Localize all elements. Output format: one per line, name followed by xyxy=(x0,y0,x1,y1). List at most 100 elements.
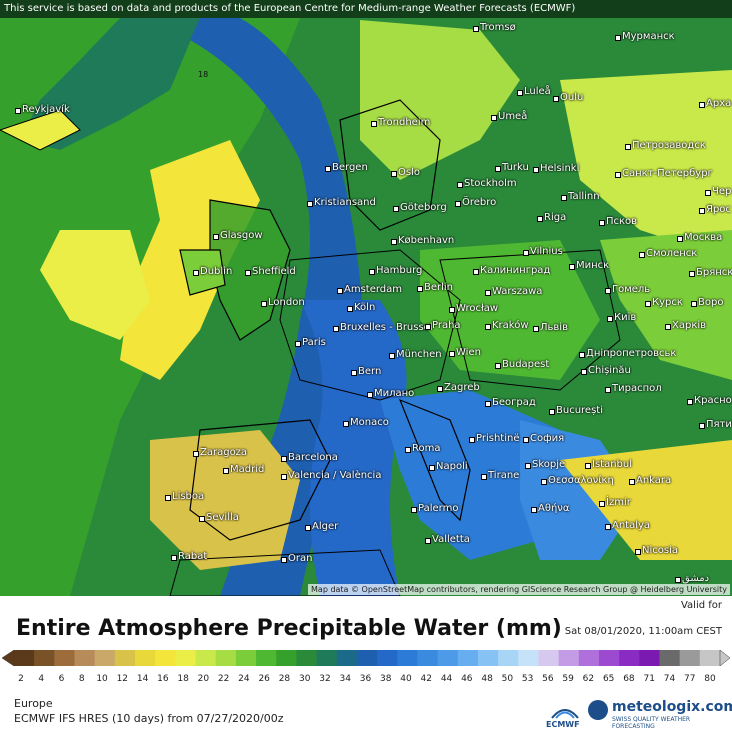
city-label: Дніпропетровськ xyxy=(578,348,677,359)
city-label: Prishtinë xyxy=(468,433,520,444)
city-label: Bruxelles - Brussel xyxy=(333,322,433,333)
city-label: Palermo xyxy=(410,503,459,514)
city-label: Köln xyxy=(346,302,376,313)
city-label: Милано xyxy=(366,388,415,399)
city-label: Гомель xyxy=(604,284,651,295)
city-label: Skopje xyxy=(524,459,566,470)
scale-tick-label: 4 xyxy=(38,674,45,684)
city-label: Berlin xyxy=(416,282,454,293)
city-label: Тираспол xyxy=(605,383,662,394)
scale-tick-label: 62 xyxy=(582,674,595,684)
scale-tick-label: 12 xyxy=(116,674,129,684)
city-label: Reykjavík xyxy=(15,104,70,115)
scale-swatch xyxy=(377,650,398,666)
scale-swatch xyxy=(518,650,539,666)
ecmwf-logo-icon xyxy=(551,709,579,719)
scale-swatch xyxy=(679,650,701,666)
scale-tick-label: 34 xyxy=(339,674,351,684)
city-label: Paris xyxy=(295,337,326,348)
city-label: Санкт-Петербург xyxy=(615,168,713,179)
scale-swatch xyxy=(457,650,479,666)
city-label: Amsterdam xyxy=(336,284,403,295)
city-label: Красно xyxy=(687,395,732,406)
scale-tick-label: 10 xyxy=(96,674,108,684)
scale-tick-label: 68 xyxy=(623,674,635,684)
ecmwf-logo-text: ECMWF xyxy=(546,720,580,729)
city-label: İzmir xyxy=(599,497,631,508)
scale-tick-label: 53 xyxy=(521,674,534,684)
scale-swatch xyxy=(235,650,257,666)
city-label: Helsinki xyxy=(532,163,580,174)
scale-tick-label: 48 xyxy=(481,674,493,684)
scale-tick-label: 56 xyxy=(542,674,554,684)
scale-swatch xyxy=(296,650,318,666)
region-label: Europe xyxy=(14,697,53,710)
city-label: Минск xyxy=(568,260,610,271)
city-label: Valencia / València xyxy=(280,470,382,481)
city-label: Warszawa xyxy=(484,286,543,297)
scale-tick-label: 16 xyxy=(157,674,169,684)
city-label: Θεσσαλονίκη xyxy=(541,475,614,486)
city-label: Trondheim xyxy=(370,117,431,128)
city-label: Київ xyxy=(606,312,637,323)
city-label: Barcelona xyxy=(281,452,338,463)
scale-swatch xyxy=(477,650,499,666)
city-label: Luleå xyxy=(517,86,551,97)
scale-tick-label: 38 xyxy=(380,674,392,684)
city-label: Rabat xyxy=(170,551,208,562)
scale-tick-label: 32 xyxy=(319,674,331,684)
scale-tick-label: 71 xyxy=(643,674,655,684)
city-label: Воро xyxy=(690,297,724,308)
scale-tick-label: 22 xyxy=(217,674,230,684)
city-label: Петрозаводск xyxy=(625,140,706,151)
city-label: Αθήνα xyxy=(530,503,570,514)
city-label: Oulu xyxy=(552,92,584,103)
brand-name[interactable]: meteologix.com xyxy=(612,699,732,715)
scale-swatch xyxy=(276,650,297,666)
city-label: London xyxy=(261,297,305,308)
map-attribution: Map data © OpenStreetMap contributors, r… xyxy=(308,584,730,595)
valid-for-label: Valid for xyxy=(680,600,722,611)
city-label: Nicosia xyxy=(635,545,678,556)
scale-tick-label: 14 xyxy=(136,674,149,684)
scale-swatch xyxy=(397,650,418,666)
scale-swatch xyxy=(417,650,439,666)
scale-swatch xyxy=(598,650,620,666)
scale-swatch xyxy=(578,650,600,666)
scale-tick-label: 77 xyxy=(684,674,696,684)
city-label: Калининград xyxy=(472,265,551,276)
ecmwf-notice: This service is based on data and produc… xyxy=(0,0,732,18)
scale-swatch xyxy=(316,650,338,666)
city-label: Istanbul xyxy=(584,459,633,470)
city-label: Kristiansand xyxy=(307,197,376,208)
city-label: Örebro xyxy=(454,197,497,208)
scale-swatch xyxy=(336,650,358,666)
city-label: Vilnius xyxy=(523,246,563,257)
model-run-label: ECMWF IFS HRES (10 days) from 07/27/2020… xyxy=(14,712,284,725)
scale-tick-label: 46 xyxy=(461,674,473,684)
contour-label: 18 xyxy=(198,70,209,79)
scale-swatch xyxy=(135,650,156,666)
scale-tick-label: 24 xyxy=(238,674,250,684)
city-label: Göteborg xyxy=(393,202,447,213)
city-label: Alger xyxy=(304,521,339,532)
scale-swatch xyxy=(54,650,76,666)
scale-tick-label: 26 xyxy=(258,674,270,684)
city-label: Брянск xyxy=(688,267,732,278)
scale-swatch xyxy=(538,650,560,666)
scale-tick-label: 74 xyxy=(663,674,676,684)
city-label: Hamburg xyxy=(368,265,423,276)
product-title: Entire Atmosphere Precipitable Water (mm… xyxy=(16,616,562,641)
scale-tick-label: 40 xyxy=(400,674,412,684)
city-label: Zaragoza xyxy=(192,447,248,458)
meteologix-logo-icon xyxy=(588,700,608,720)
city-label: Kraków xyxy=(485,320,529,331)
city-label: Umeå xyxy=(490,111,528,122)
scale-tick-label: 20 xyxy=(197,674,210,684)
city-label: Zagreb xyxy=(437,382,480,393)
scale-tick-label: 28 xyxy=(278,674,291,684)
city-label: København xyxy=(390,235,455,246)
scale-tick-label: 30 xyxy=(298,674,311,684)
scale-tick-label: 50 xyxy=(501,674,514,684)
scale-arrow-left xyxy=(1,649,15,667)
